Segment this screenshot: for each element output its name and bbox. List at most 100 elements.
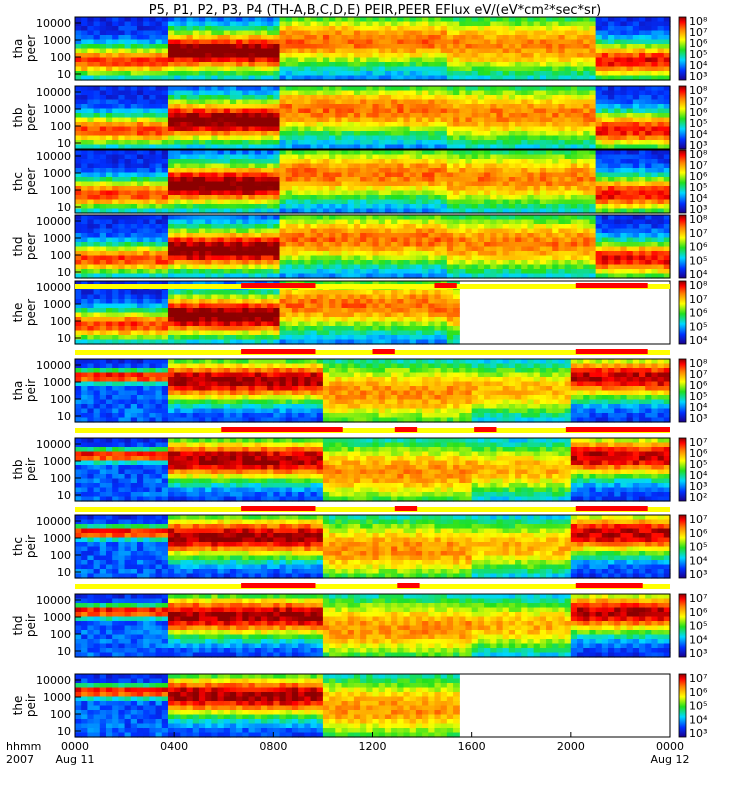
heatmap-cell — [533, 144, 541, 150]
heatmap-cell — [341, 99, 349, 105]
heatmap-cell — [651, 190, 659, 196]
heatmap-cell — [589, 104, 597, 110]
heatmap-cell — [595, 48, 603, 54]
heatmap-cell — [533, 90, 541, 96]
heatmap-cell — [341, 246, 349, 252]
heatmap-cell — [570, 154, 578, 160]
heatmap-cell — [515, 117, 522, 123]
heatmap-cell — [446, 181, 454, 187]
heatmap-cell — [112, 135, 119, 141]
heatmap-cell — [211, 195, 219, 201]
heatmap-cell — [254, 150, 262, 156]
heatmap-cell — [583, 131, 591, 137]
heatmap-cell — [99, 135, 107, 141]
heatmap-cell — [291, 75, 299, 81]
heatmap-cell — [304, 62, 312, 68]
heatmap-cell — [198, 53, 206, 59]
heatmap-cell — [99, 90, 107, 96]
heatmap-cell — [589, 44, 597, 50]
heatmap-cell — [632, 62, 640, 68]
heatmap-cell — [198, 150, 206, 156]
heatmap-cell — [366, 90, 374, 96]
heatmap-cell — [564, 21, 572, 27]
heatmap-cell — [620, 35, 628, 41]
heatmap-cell — [459, 168, 467, 174]
heatmap-cell — [130, 195, 138, 201]
heatmap-cell — [440, 17, 448, 23]
heatmap-cell — [663, 140, 671, 146]
heatmap-cell — [291, 90, 299, 96]
heatmap-cell — [155, 144, 163, 150]
heatmap-cell — [366, 190, 374, 196]
heatmap-cell — [205, 26, 212, 32]
heatmap-cell — [143, 154, 150, 160]
heatmap-cell — [254, 66, 262, 72]
heatmap-cell — [285, 204, 293, 210]
heatmap-cell — [533, 204, 541, 210]
heatmap-cell — [75, 172, 82, 178]
heatmap-cell — [248, 39, 256, 45]
heatmap-cell — [360, 251, 367, 257]
heatmap-cell — [211, 95, 219, 101]
heatmap-cell — [651, 122, 659, 128]
heatmap-cell — [155, 99, 163, 105]
heatmap-cell — [552, 44, 560, 50]
heatmap-cell — [167, 233, 175, 239]
heatmap-cell — [663, 154, 671, 160]
heatmap-cell — [589, 35, 597, 41]
heatmap-cell — [645, 53, 653, 59]
heatmap-cell — [440, 131, 448, 137]
heatmap-cell — [155, 30, 163, 36]
heatmap-cell — [298, 208, 305, 214]
heatmap-cell — [310, 208, 318, 214]
heatmap-cell — [347, 26, 355, 32]
heatmap-cell — [260, 66, 268, 72]
heatmap-cell — [384, 190, 392, 196]
heatmap-cell — [254, 181, 262, 187]
heatmap-cell — [118, 246, 126, 252]
heatmap-cell — [428, 199, 436, 205]
heatmap-cell — [93, 233, 101, 239]
heatmap-cell — [471, 26, 479, 32]
heatmap-cell — [608, 199, 615, 205]
heatmap-cell — [471, 39, 479, 45]
heatmap-cell — [167, 104, 175, 110]
heatmap-cell — [167, 122, 175, 128]
heatmap-cell — [279, 260, 287, 266]
heatmap-cell — [248, 99, 256, 105]
heatmap-cell — [539, 117, 547, 123]
heatmap-cell — [409, 168, 417, 174]
heatmap-cell — [143, 264, 150, 270]
heatmap-cell — [174, 113, 181, 119]
heatmap-cell — [93, 44, 101, 50]
heatmap-cell — [335, 172, 343, 178]
heatmap-cell — [434, 26, 442, 32]
heatmap-cell — [304, 233, 312, 239]
heatmap-cell — [211, 44, 219, 50]
heatmap-cell — [118, 273, 126, 279]
heatmap-cell — [372, 237, 380, 243]
heatmap-cell — [353, 150, 361, 156]
heatmap-cell — [149, 273, 157, 279]
heatmap-cell — [608, 190, 615, 196]
heatmap-cell — [267, 260, 274, 266]
heatmap-cell — [552, 57, 560, 63]
heatmap-cell — [546, 190, 553, 196]
heatmap-cell — [254, 172, 262, 178]
heatmap-cell — [143, 117, 150, 123]
heatmap-cell — [180, 48, 188, 54]
heatmap-cell — [583, 177, 591, 183]
heatmap-cell — [186, 113, 194, 119]
heatmap-cell — [155, 172, 163, 178]
heatmap-cell — [614, 113, 622, 119]
heatmap-cell — [490, 48, 498, 54]
heatmap-cell — [304, 66, 312, 72]
heatmap-cell — [341, 17, 349, 23]
heatmap-cell — [397, 17, 405, 23]
heatmap-cell — [279, 113, 287, 119]
heatmap-cell — [223, 108, 231, 114]
heatmap-cell — [397, 90, 405, 96]
heatmap-cell — [192, 99, 200, 105]
heatmap-cell — [242, 126, 250, 132]
heatmap-cell — [192, 48, 200, 54]
